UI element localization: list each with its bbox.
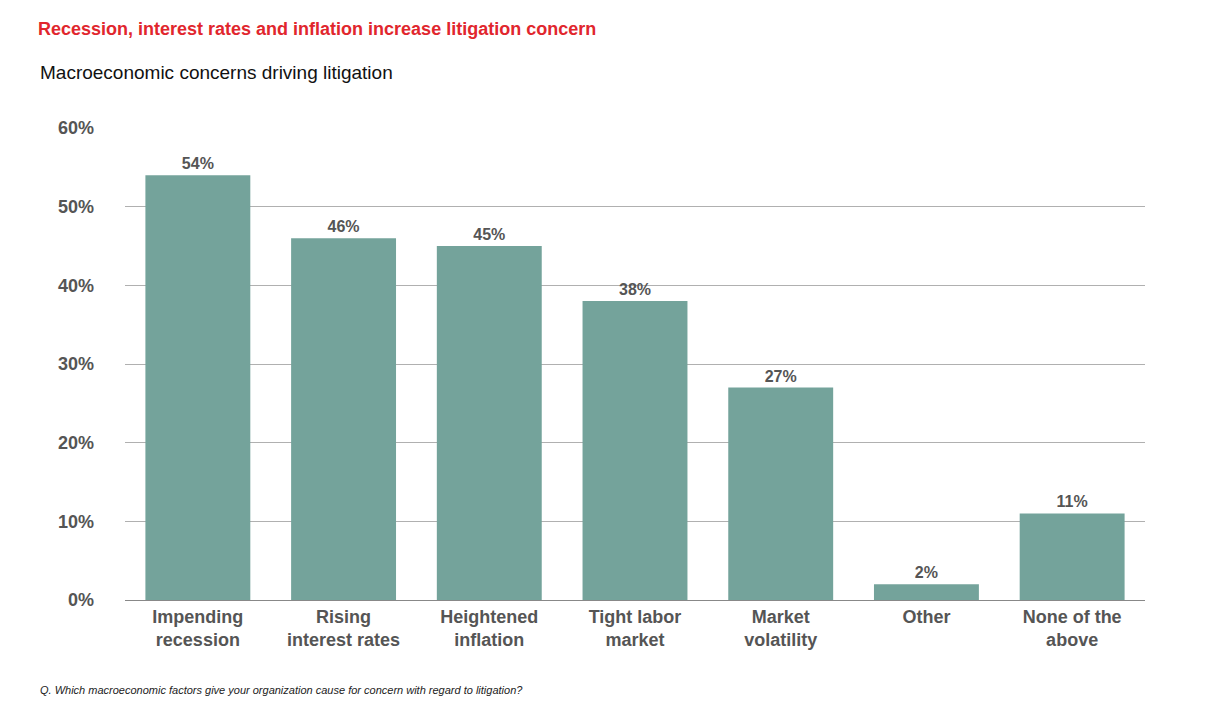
svg-text:Impendingrecession: Impendingrecession — [152, 607, 243, 650]
svg-text:20%: 20% — [58, 433, 94, 453]
svg-text:0%: 0% — [68, 590, 94, 610]
svg-text:38%: 38% — [619, 281, 651, 298]
svg-text:Macroeconomic concerns driving: Macroeconomic concerns driving litigatio… — [40, 62, 393, 83]
svg-text:Marketvolatility: Marketvolatility — [744, 607, 817, 650]
svg-text:Heightenedinflation: Heightenedinflation — [440, 607, 538, 650]
svg-text:60%: 60% — [58, 118, 94, 138]
svg-text:11%: 11% — [1057, 493, 1088, 510]
svg-text:54%: 54% — [182, 155, 214, 172]
svg-text:Tight labormarket: Tight labormarket — [589, 607, 682, 650]
svg-text:45%: 45% — [473, 226, 505, 243]
svg-text:46%: 46% — [328, 218, 360, 235]
svg-text:2%: 2% — [915, 564, 938, 581]
svg-text:10%: 10% — [58, 512, 94, 532]
svg-text:50%: 50% — [58, 197, 94, 217]
svg-text:None of theabove: None of theabove — [1023, 607, 1122, 650]
svg-text:40%: 40% — [58, 276, 94, 296]
svg-text:Risinginterest rates: Risinginterest rates — [287, 607, 400, 650]
svg-text:27%: 27% — [765, 368, 797, 385]
svg-text:Q. Which macroeconomic factors: Q. Which macroeconomic factors give your… — [40, 684, 523, 696]
svg-text:Recession, interest rates and: Recession, interest rates and inflation … — [38, 19, 596, 39]
svg-text:30%: 30% — [58, 354, 94, 374]
svg-text:Other: Other — [902, 607, 950, 627]
